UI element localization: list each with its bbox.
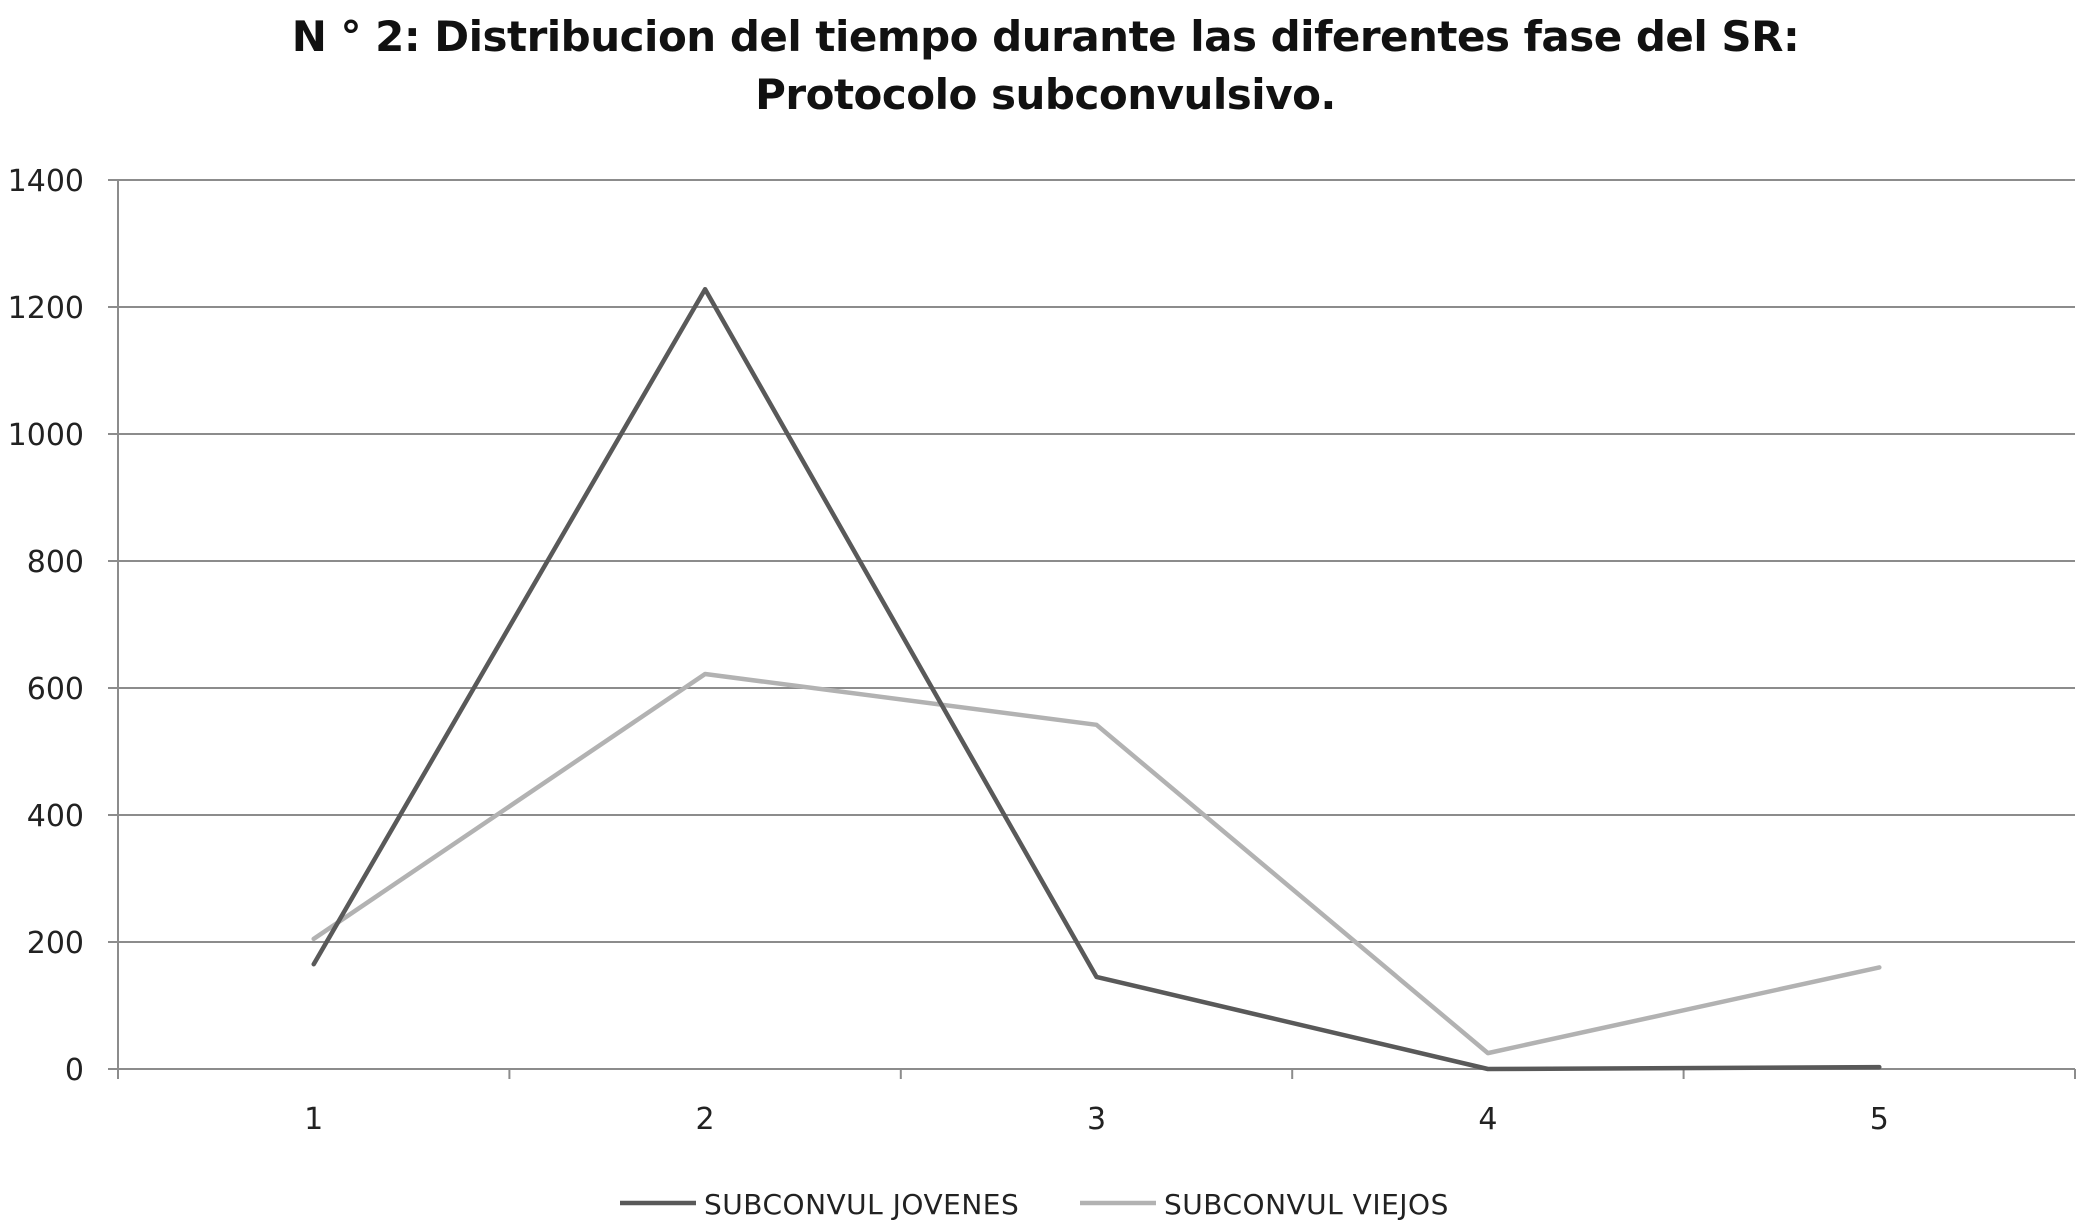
x-tick-label: 4 xyxy=(1478,1102,1497,1137)
y-axis-ticks: 0 200 400 600 800 1000 1200 1400 xyxy=(8,164,84,1088)
y-tick-label: 600 xyxy=(27,672,84,707)
gridlines xyxy=(118,179,2075,943)
series-line-1 xyxy=(311,286,1882,1072)
x-axis-ticks: 1 2 3 4 5 xyxy=(304,1102,1889,1137)
legend-label: SUBCONVUL VIEJOS xyxy=(1164,1188,1449,1221)
x-tick-label: 2 xyxy=(696,1102,715,1137)
series-line-2 xyxy=(311,671,1882,1056)
legend: SUBCONVUL JOVENES SUBCONVUL VIEJOS xyxy=(620,1188,1449,1221)
x-tick-label: 1 xyxy=(304,1102,323,1137)
y-tick-label: 400 xyxy=(27,799,84,834)
chart-title-line1: N ° 2: Distribucion del tiempo durante l… xyxy=(291,12,1800,61)
legend-label: SUBCONVUL JOVENES xyxy=(704,1188,1019,1221)
x-tick-label: 5 xyxy=(1870,1102,1889,1137)
y-tick-label: 1000 xyxy=(8,418,84,453)
axes xyxy=(108,179,2076,1079)
series-lines xyxy=(311,286,1882,1072)
y-tick-label: 1400 xyxy=(8,164,84,199)
chart-title: N ° 2: Distribucion del tiempo durante l… xyxy=(0,8,2091,124)
chart-subtitle: Protocolo subconvulsivo. xyxy=(755,70,1336,119)
y-tick-label: 200 xyxy=(27,926,84,961)
y-tick-label: 1200 xyxy=(8,291,84,326)
y-tick-label: 800 xyxy=(27,545,84,580)
x-tick-label: 3 xyxy=(1087,1102,1106,1137)
y-tick-label: 0 xyxy=(65,1053,84,1088)
